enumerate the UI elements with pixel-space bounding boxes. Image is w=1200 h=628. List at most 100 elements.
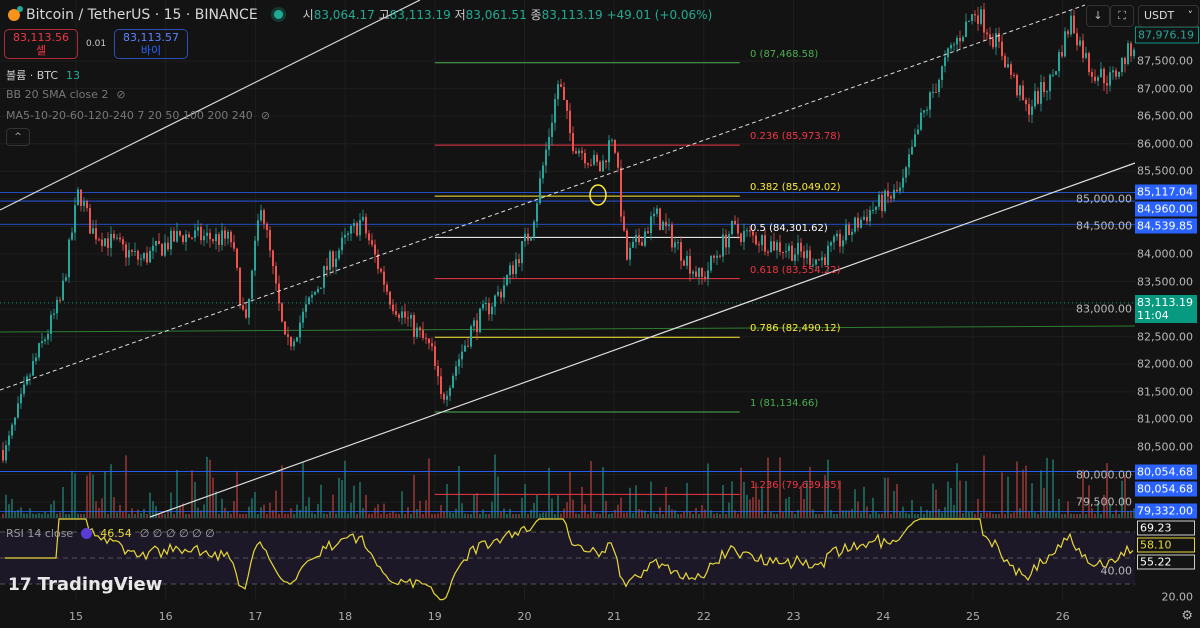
volume-bar [707,463,709,518]
candle [443,393,445,400]
candle [1112,70,1114,73]
volume-bar [641,509,643,518]
legend-bb[interactable]: BB 20 SMA close 2 ⊘ [6,88,126,101]
parallel-channel[interactable] [0,0,1136,518]
volume-bar [749,499,751,518]
legend-rsi[interactable]: RSI 14 close 46.54 ∅ ∅ ∅ ∅ ∅ ∅ [6,527,215,540]
candle [83,201,85,206]
eye-hidden-icon[interactable]: ⊘ [260,109,271,122]
open-label: 시 [302,8,314,22]
candle [746,230,748,232]
volume-bar [86,475,88,518]
candle [500,291,502,298]
buy-button[interactable]: 83,113.57 바이 [114,29,189,59]
download-button[interactable]: ↓ [1086,5,1110,27]
volume-bar [143,508,145,518]
volume-bar [626,512,628,518]
tradingview-logo[interactable]: 17 TradingView [8,574,162,595]
volume-bar [842,510,844,518]
volume-bar [137,509,139,518]
candle [1094,76,1096,81]
candle [197,226,199,231]
volume-bar [779,457,781,518]
rsi-settings-icon[interactable] [81,528,93,539]
candle [1043,82,1045,93]
volume-bar [1046,457,1048,518]
candle [53,313,55,315]
candle [1037,91,1039,104]
candle [995,33,997,48]
volume-bar [14,511,16,518]
volume-bar [548,467,550,518]
volume-bar [497,476,499,518]
candle [914,134,916,147]
fib-retracement[interactable] [434,62,740,495]
volume-bar [215,490,217,518]
legend-volume[interactable]: 볼륨 · BTC 13 [6,67,80,83]
candle [713,255,715,258]
fullscreen-button[interactable]: ⛶ [1110,5,1134,27]
candle [545,149,547,166]
volume-bar [113,497,115,518]
candle [269,229,271,251]
candle [998,33,1000,42]
volume-bar [314,513,316,518]
volume-bar [80,513,82,518]
volume-bar [839,480,841,518]
volume-bar [914,513,916,518]
candle [335,258,337,268]
volume-bar [230,513,232,518]
candle [218,234,220,245]
symbol-title[interactable]: Bitcoin / TetherUS · 15 · BINANCE [26,6,258,23]
volume-bar [515,513,517,518]
candle [950,45,952,49]
candle [206,232,208,236]
candle [692,271,694,274]
volume-bar [41,513,43,518]
volume-bar [899,512,901,518]
candle [491,306,493,315]
candle [704,276,706,279]
candle [878,194,880,207]
candle [722,234,724,257]
volume-bar [446,484,448,518]
current-price-tag: 83,113.19 11:04 [1135,294,1197,323]
fib-level-label: 0.618 (83,554.22) [750,264,841,276]
volume-bar [563,508,565,518]
volume-bar [806,480,808,518]
volume-bar [68,513,70,518]
volume-bar [470,513,472,518]
volume-bar [1055,512,1057,518]
collapse-legend-button[interactable]: ^ [6,128,30,146]
candle [305,304,307,312]
settings-icon[interactable]: ⚙ [1181,608,1193,624]
candle [524,233,526,242]
candle [131,250,133,252]
sell-price: 83,113.56 [13,31,69,44]
price-tick: 84,500.00 [1076,219,1132,233]
legend-ma[interactable]: MA5-10-20-60-120-240 7 20 50 100 200 240… [6,109,270,122]
volume-bar [332,494,334,518]
candle [551,122,553,137]
candle [608,140,610,163]
candle [497,291,499,296]
candle [566,99,568,111]
volume-bar [239,514,241,518]
volume-bar [611,513,613,518]
volume-bar [125,455,127,518]
volume-bar [977,498,979,518]
fib-level-label: 0.5 (84,301.62) [750,223,828,235]
currency-select[interactable]: USDT ˅ [1138,5,1199,27]
candle [671,224,673,248]
volume-bar [122,512,124,518]
candle [236,248,238,268]
candle [962,37,964,42]
sell-button[interactable]: 83,113.56 셀 [4,29,78,59]
fib-level-label: 0.236 (85,973.78) [750,131,841,143]
candle [182,235,184,243]
eye-hidden-icon[interactable]: ⊘ [116,88,126,101]
candle [749,230,751,232]
volume-bar [434,514,436,518]
candle [308,297,310,305]
